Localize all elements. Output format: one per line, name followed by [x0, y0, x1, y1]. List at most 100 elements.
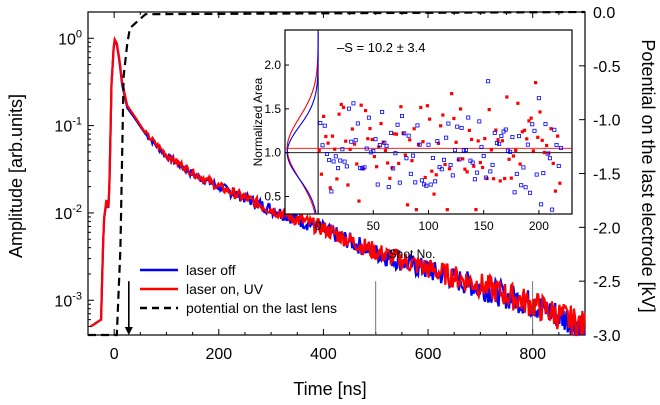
inset-point-laser-off [461, 148, 466, 153]
inset-point-laser-off [415, 123, 420, 128]
inset-point-laser-on [556, 134, 560, 138]
inset-point-laser-off [452, 148, 457, 153]
inset-point-laser-on [533, 81, 538, 85]
inset-point-laser-on [551, 161, 555, 165]
inset-point-laser-off [380, 109, 385, 114]
inset-point-laser-on [355, 162, 359, 166]
inset-point-laser-off [397, 180, 402, 185]
y-tick-label: 10-1 [54, 116, 82, 136]
inset-point-laser-on [397, 161, 401, 166]
inset-point-laser-on [368, 126, 372, 131]
inset-point-laser-off [437, 165, 442, 170]
inset-point-laser-on [443, 162, 447, 167]
inset-point-laser-off [377, 143, 382, 148]
inset-point-laser-off [494, 141, 499, 146]
inset-distribution-1 [286, 31, 319, 215]
inset-point-laser-on [507, 157, 511, 161]
inset-point-laser-off [404, 156, 409, 161]
inset-point-laser-on [542, 150, 547, 155]
inset-point-laser-off [386, 185, 391, 190]
inset-point-laser-off [510, 135, 515, 140]
inset-point-laser-off [327, 158, 332, 163]
inset-point-laser-off [528, 190, 533, 195]
inset-x-tick-label: 150 [474, 219, 494, 233]
inset-point-laser-off [508, 149, 513, 154]
inset-point-laser-on [463, 167, 467, 171]
inset-point-laser-off [364, 146, 369, 151]
series-line-potential [88, 10, 586, 337]
inset-point-laser-on [478, 160, 482, 165]
inset-point-laser-off [536, 96, 541, 101]
inset-point-laser-off [408, 171, 413, 176]
inset-point-laser-on [346, 183, 350, 187]
inset-x-tick-label: 50 [367, 219, 381, 233]
inset-point-laser-off [488, 169, 493, 174]
inset-point-laser-on [403, 153, 407, 157]
x-tick-label: 0 [110, 346, 119, 363]
inset-point-laser-off [475, 170, 480, 175]
inset-point-laser-off [497, 141, 502, 146]
inset-point-laser-on [514, 148, 518, 153]
inset-point-laser-on [522, 128, 527, 132]
inset-annotation: –S = 10.2 ± 3.4 [337, 40, 425, 55]
inset-point-laser-on [428, 117, 432, 121]
inset-point-laser-off [530, 122, 535, 127]
inset-point-laser-on [339, 102, 343, 107]
inset-point-laser-on [456, 158, 460, 162]
inset-point-laser-on [328, 186, 332, 190]
inset-point-laser-off [417, 142, 422, 147]
inset-point-laser-on [445, 208, 449, 212]
inset-point-laser-on [432, 192, 436, 196]
inset-point-laser-on [388, 176, 392, 180]
inset-point-laser-off [424, 183, 429, 188]
inset-point-laser-off [554, 142, 559, 147]
inset-point-laser-off [486, 79, 491, 84]
inset-point-laser-on [324, 134, 328, 139]
inset-point-laser-on [416, 142, 421, 147]
inset-point-laser-off [360, 166, 365, 171]
inset-point-laser-off [435, 139, 440, 144]
inset-point-laser-off [433, 179, 438, 184]
inset-point-laser-on [483, 136, 487, 141]
inset-point-laser-on [381, 140, 385, 144]
inset-point-laser-off [503, 127, 508, 132]
x-tick-label: 200 [205, 346, 232, 363]
inset-y-tick-label: 0.5 [264, 189, 281, 203]
inset-point-laser-off [512, 190, 517, 195]
inset-point-laser-on [439, 124, 443, 128]
inset-point-laser-off [490, 162, 495, 167]
inset-point-laser-on [454, 140, 458, 144]
x-tick-label: 400 [310, 346, 337, 363]
inset-point-laser-on [467, 128, 471, 132]
inset-point-laser-on [414, 208, 418, 212]
inset-point-laser-off [324, 151, 329, 156]
inset-point-laser-off [457, 157, 462, 162]
inset-point-laser-on [379, 121, 383, 126]
inset-point-laser-off [320, 143, 325, 148]
inset-point-laser-on [372, 155, 377, 159]
inset-point-laser-off [362, 165, 367, 170]
inset-point-laser-off [444, 135, 449, 140]
inset-point-laser-on [357, 199, 361, 203]
inset-point-laser-off [459, 125, 464, 130]
inset-point-laser-off [545, 151, 550, 156]
inset-point-laser-off [413, 180, 418, 185]
inset-point-laser-on [410, 159, 414, 163]
inset-point-laser-on [350, 127, 354, 131]
inset-point-laser-on [529, 116, 533, 120]
y-tick-label-right: -3.0 [593, 328, 621, 345]
inset-point-laser-on [509, 176, 513, 180]
inset-point-laser-off [411, 153, 416, 158]
inset-point-laser-off [338, 158, 343, 163]
y-tick-label-right: -2.0 [593, 220, 621, 237]
inset-point-laser-off [406, 133, 411, 138]
inset-point-laser-off [523, 185, 528, 190]
inset-point-laser-off [335, 166, 340, 171]
inset-point-laser-on [412, 127, 416, 131]
inset-y-axis-label: Normalized Area [251, 77, 265, 166]
inset-point-laser-on [450, 92, 454, 96]
inset-point-laser-off [521, 165, 526, 170]
inset-point-laser-on [348, 147, 352, 151]
inset-point-laser-on [419, 105, 423, 110]
inset-point-laser-on [480, 165, 485, 170]
